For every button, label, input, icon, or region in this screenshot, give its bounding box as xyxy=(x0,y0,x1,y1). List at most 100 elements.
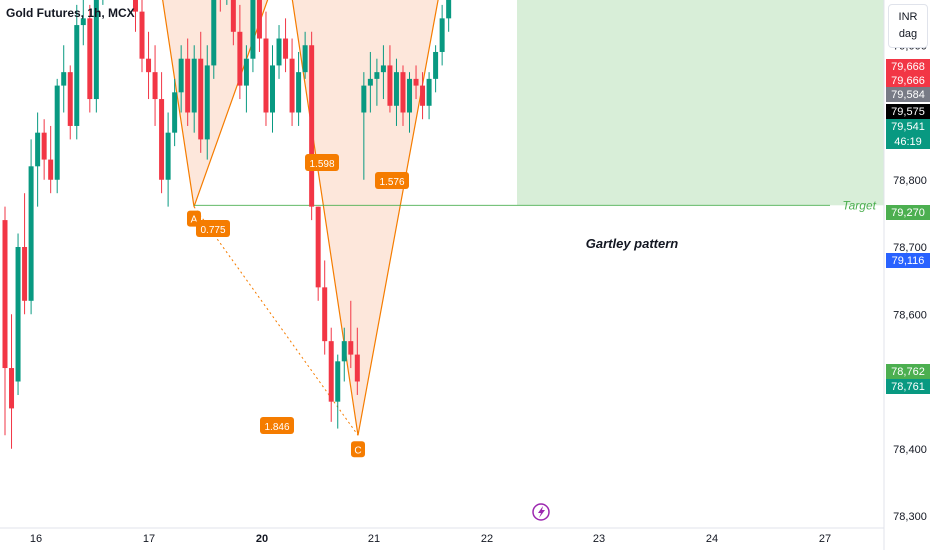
ratio-label: 1.598 xyxy=(309,159,334,170)
candle-body xyxy=(146,58,152,73)
y-tick-label: 78,700 xyxy=(893,242,927,254)
candle-body xyxy=(172,92,178,133)
candle-body xyxy=(54,85,60,180)
price-tag: 79,666 xyxy=(891,75,925,87)
candles-group xyxy=(2,0,452,449)
candle-body xyxy=(263,38,269,113)
price-tag: 79,668 xyxy=(891,61,925,73)
price-tag-bg xyxy=(886,379,930,394)
candle-body xyxy=(243,58,249,86)
candle-body xyxy=(446,0,452,19)
ratio-badge xyxy=(375,172,409,189)
price-tag-bg xyxy=(886,205,930,220)
ratio-badge xyxy=(305,154,339,171)
candle-body xyxy=(341,341,347,362)
y-tick-label: 78,400 xyxy=(893,444,927,456)
candle-body xyxy=(178,58,184,93)
ratio-badge xyxy=(260,417,294,434)
currency-selector[interactable]: INR dag xyxy=(888,4,928,48)
candle-body xyxy=(185,58,191,113)
candle-body xyxy=(348,341,354,355)
candle-body xyxy=(328,341,334,402)
lightning-icon-bolt xyxy=(538,506,545,518)
candle-body xyxy=(9,368,15,409)
candle-body xyxy=(302,45,308,73)
candle-body xyxy=(211,0,217,66)
candle-body xyxy=(93,0,99,100)
candle-body xyxy=(374,72,380,79)
candle-body xyxy=(74,25,80,126)
candle-body xyxy=(400,72,406,113)
price-tag-bg xyxy=(886,59,930,74)
x-tick-label: 21 xyxy=(368,533,380,545)
candle-body xyxy=(426,78,432,106)
candle-body xyxy=(61,72,67,86)
price-tag: 79,270 xyxy=(891,207,925,219)
candle-body xyxy=(15,247,21,382)
candle-body xyxy=(380,65,386,73)
candle-body xyxy=(80,18,86,26)
target-label-lower: Target xyxy=(842,198,876,212)
candle-body xyxy=(165,132,171,180)
y-tick-label: 78,600 xyxy=(893,309,927,321)
price-tag-bg xyxy=(886,73,930,88)
x-tick-label: 27 xyxy=(819,533,831,545)
ratio-line-ac xyxy=(193,206,359,436)
candle-body xyxy=(393,72,399,106)
candle-body xyxy=(420,85,426,106)
price-tag: 79,116 xyxy=(892,255,925,267)
candle-body xyxy=(41,132,47,160)
candle-body xyxy=(2,220,8,369)
currency-period: dag xyxy=(898,28,918,40)
candle-body xyxy=(361,85,367,113)
ratio-badge xyxy=(196,220,230,237)
ratio-label: 1.846 xyxy=(264,422,289,433)
y-tick-label: 78,300 xyxy=(893,511,927,523)
price-tag-bg xyxy=(886,119,930,134)
candle-body xyxy=(270,65,275,113)
price-tag: 79,541 xyxy=(891,121,925,133)
candle-body xyxy=(315,206,321,288)
countdown: 46:19 xyxy=(894,136,922,148)
candle-body xyxy=(289,58,295,113)
candle-body xyxy=(152,72,158,100)
candle-body xyxy=(335,361,341,402)
candle-body xyxy=(139,11,145,59)
candle-body xyxy=(296,72,302,113)
candle-body xyxy=(309,45,315,207)
candle-body xyxy=(433,51,439,79)
candle-body xyxy=(67,72,73,126)
price-tag-bg xyxy=(886,104,930,119)
price-tag: 79,584 xyxy=(891,89,925,101)
price-tag: 79,575 xyxy=(891,106,925,118)
target-zone xyxy=(517,0,884,206)
candle-body xyxy=(387,65,393,106)
candle-body xyxy=(230,0,236,32)
price-tag-bg xyxy=(886,253,930,268)
pattern-point-a: A xyxy=(191,215,198,226)
candle-body xyxy=(283,38,289,59)
price-tag-bg xyxy=(886,87,930,102)
symbol-title: Gold Futures, 1h, MCX xyxy=(6,6,135,20)
candle-body xyxy=(35,132,41,167)
x-tick-label: 20 xyxy=(256,533,268,545)
candle-body xyxy=(28,166,34,301)
currency-code: INR xyxy=(898,11,918,23)
y-tick-label: 78,800 xyxy=(893,175,927,187)
candle-body xyxy=(87,18,93,100)
x-tick-label: 24 xyxy=(706,533,718,545)
pattern-point-c-badge xyxy=(351,441,365,458)
price-tag: 78,761 xyxy=(891,381,925,393)
ratio-label: 0.775 xyxy=(200,225,225,236)
candle-body xyxy=(159,99,165,180)
price-tag: 78,762 xyxy=(891,366,925,378)
candle-body xyxy=(250,0,256,59)
pattern-point-c: C xyxy=(354,445,361,456)
candle-body xyxy=(132,0,138,12)
ratio-label: 1.576 xyxy=(379,177,404,188)
candle-body xyxy=(407,78,413,113)
x-tick-label: 22 xyxy=(481,533,493,545)
candle-body xyxy=(367,78,373,86)
candle-body xyxy=(204,65,210,140)
